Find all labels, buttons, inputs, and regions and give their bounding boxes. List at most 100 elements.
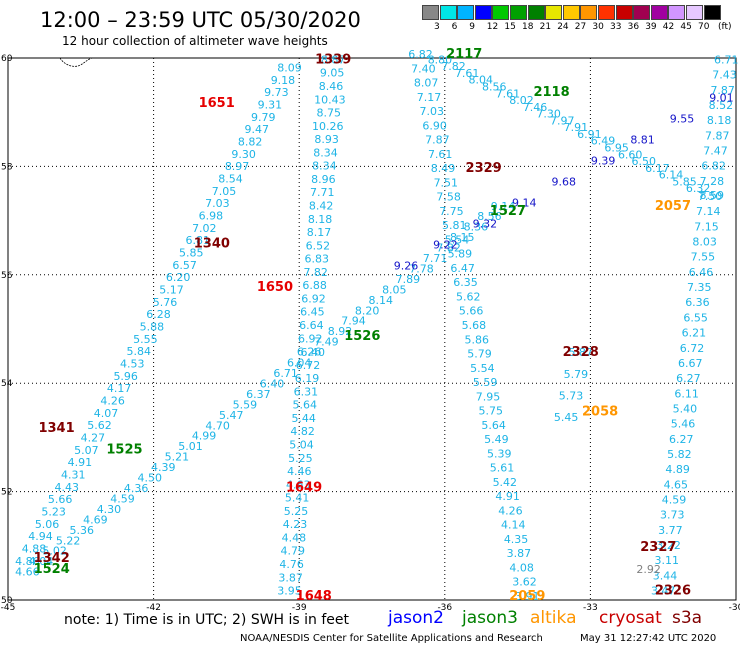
y-tick-label: 50 (1, 596, 13, 606)
wave-height-label: 9.18 (271, 74, 296, 87)
wave-height-label: 3.44 (653, 569, 678, 582)
wave-height-label: 3.11 (655, 554, 680, 567)
wave-height-label: 4.43 (54, 481, 79, 494)
wave-height-label: 4.36 (124, 482, 149, 495)
wave-height-label: 7.75 (439, 205, 464, 218)
wave-height-label: 4.89 (665, 463, 690, 476)
pass-time-label: 2326 (655, 584, 691, 599)
legend-swatch (510, 5, 527, 20)
wave-height-label: 4.50 (137, 472, 162, 485)
wave-height-label: 7.82 (436, 242, 461, 255)
wave-height-label: 9.47 (244, 123, 269, 136)
wave-height-label: 6.20 (166, 271, 191, 284)
wave-height-label: 4.99 (192, 430, 217, 443)
legend-label: 15 (504, 22, 516, 32)
wave-height-label: 7.17 (417, 91, 442, 104)
wave-height-label: 5.54 (470, 362, 495, 375)
wave-height-label: 5.45 (554, 411, 579, 424)
plot-frame (7, 57, 737, 601)
wave-height-label: 6.91 (577, 128, 602, 141)
wave-height-label: 4.76 (279, 558, 304, 571)
wave-height-label: 5.39 (487, 447, 512, 460)
wave-height-label: 8.75 (317, 107, 342, 120)
wave-height-label: 8.82 (238, 136, 263, 149)
wave-height-label: 4.04 (29, 555, 54, 568)
wave-height-label: 4.07 (94, 407, 119, 420)
wave-height-label: 5.64 (481, 419, 506, 432)
pass-time-label: 1341 (38, 421, 74, 436)
wave-height-label: 7.14 (696, 205, 721, 218)
wave-height-label: 6.71 (273, 367, 298, 380)
wave-height-label: 7.82 (303, 266, 328, 279)
wave-height-label: 3.87 (507, 547, 532, 560)
wave-height-label: 9.26 (394, 259, 419, 272)
wave-height-label: 8.20 (355, 304, 380, 317)
pass-time-label: 1649 (286, 481, 322, 496)
wave-height-label: 4.69 (83, 513, 108, 526)
legend-swatch (633, 5, 651, 20)
wave-height-label: 7.87 (710, 84, 735, 97)
wave-height-label: 9.73 (264, 86, 289, 99)
x-tick-label: -33 (583, 603, 598, 610)
wave-height-label: 8.52 (709, 99, 734, 112)
track-pass-2117-2059: 6.827.408.077.177.036.907.877.618.497.51… (408, 48, 539, 603)
wave-height-label: 4.70 (205, 419, 230, 432)
legend-label: 3 (434, 22, 440, 32)
wave-height-label: 6.92 (298, 332, 323, 345)
satellite-jason3: jason3 (462, 608, 518, 628)
legend-swatch (527, 5, 545, 20)
wave-height-label: 4.59 (662, 494, 687, 507)
wave-height-label: 6.71 (714, 53, 739, 66)
legend-label: 6 (451, 22, 458, 32)
wave-height-label: 5.42 (493, 476, 518, 489)
y-tick-label: 60 (1, 54, 13, 64)
pass-time-label: 2329 (466, 161, 502, 176)
pass-time-label: 1650 (257, 280, 293, 295)
wave-height-label: 5.01 (178, 440, 203, 453)
wave-height-label: 3.91 (515, 590, 540, 603)
wave-height-label: 7.03 (205, 197, 230, 210)
wave-height-label: 7.95 (476, 390, 501, 403)
chart-subtitle: 12 hour collection of altimeter wave hei… (62, 34, 328, 48)
pass-time-label: 2117 (446, 47, 482, 62)
wave-height-map: -45-42-39-36-33-30505254565860 8.099.189… (1, 47, 740, 610)
wave-height-label: 5.07 (74, 444, 99, 457)
wave-height-label: 6.88 (302, 279, 327, 292)
legend-label: 30 (592, 22, 604, 32)
wave-height-label: 6.50 (632, 155, 657, 168)
wave-height-label: 6.31 (294, 385, 319, 398)
wave-height-label: 8.93 (314, 133, 339, 146)
legend-swatch (457, 5, 475, 20)
wave-height-label: 3.95 (277, 585, 302, 598)
wave-height-label: 5.55 (133, 333, 158, 346)
wave-height-label: 4.31 (61, 468, 86, 481)
wave-height-label: 6.40 (301, 346, 326, 359)
wave-height-label: 6.46 (689, 266, 714, 279)
track-pass-2328-2058: 5.87 5.79 5.73 5.45 (554, 346, 593, 424)
wave-height-label: 4.79 (281, 545, 306, 558)
pass-time-label: 1525 (106, 443, 142, 458)
wave-height-label: 4.91 (495, 490, 520, 503)
wave-height-label: 6.82 (701, 160, 726, 173)
wave-height-label: 4.91 (68, 456, 93, 469)
wave-height-label: 8.42 (309, 199, 334, 212)
wave-height-label: 6.27 (676, 372, 701, 385)
satellite-altika: altika (530, 608, 577, 628)
wave-height-label: 9.68 (551, 175, 576, 188)
wave-height-label: 8.09 (277, 62, 302, 75)
legend-label: 18 (522, 22, 534, 32)
wave-height-label: 9.32 (473, 217, 498, 230)
wave-height-label: 7.47 (703, 144, 728, 157)
wave-height-label: 6.55 (683, 311, 708, 324)
pass-time-label: 1648 (296, 589, 332, 604)
wave-height-label: 5.66 (459, 305, 484, 318)
legend-label: 33 (610, 22, 622, 32)
wave-height-label: 3.22 (656, 539, 681, 552)
pass-time-label: 1342 (34, 551, 70, 566)
wave-height-label: 6.72 (296, 359, 321, 372)
wave-height-label: 9.79 (251, 111, 276, 124)
wave-height-label: 6.14 (659, 169, 684, 182)
wave-height-label: 7.30 (536, 108, 561, 121)
wave-height-label: 6.37 (246, 388, 271, 401)
legend-swatch (422, 5, 439, 20)
